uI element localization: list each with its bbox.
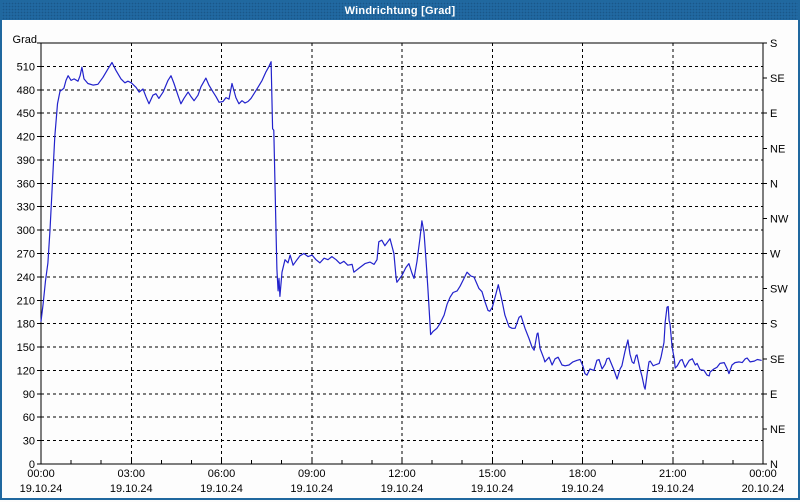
x-axis-date-label: 19.10.24	[110, 483, 153, 495]
x-axis-time-label: 15:00	[478, 468, 506, 480]
wind-direction-line	[40, 61, 762, 390]
compass-tick-label: SW	[770, 284, 788, 296]
y-axis-tick-label: 210	[17, 295, 35, 307]
title-bar: Windrichtung [Grad]	[2, 2, 798, 20]
wind-direction-chart: 0 30 60 90 120 150 180 210 240 270 300 330 360 390 420…	[17, 38, 789, 495]
compass-tick-label: E	[770, 108, 777, 120]
y-axis-tick-label: 150	[17, 342, 35, 354]
y-axis-tick-label: 330	[17, 202, 35, 214]
y-axis-tick-label: 120	[17, 365, 35, 377]
y-axis-tick-label: 420	[17, 132, 35, 144]
y-axis-tick-label: 60	[23, 412, 35, 424]
y-axis-tick-label: 390	[17, 155, 35, 167]
y-axis-tick-label: 360	[17, 178, 35, 190]
x-axis-date-label: 19.10.24	[200, 483, 243, 495]
y-axis-tick-label: 30	[23, 436, 35, 448]
x-axis-time-label: 09:00	[298, 468, 326, 480]
x-axis-date-label: 19.10.24	[20, 483, 63, 495]
y-axis-tick-label: 510	[17, 61, 35, 73]
y-axis-tick-label: 480	[17, 85, 35, 97]
compass-tick-label: NE	[770, 143, 785, 155]
x-axis-time-label: 00:00	[749, 468, 777, 480]
y-axis-tick-label: 90	[23, 389, 35, 401]
y-axis-tick-label: 450	[17, 108, 35, 120]
x-axis-date-label: 19.10.24	[290, 483, 333, 495]
y-axis-tick-label: 0	[29, 459, 35, 471]
y-axis-unit-label: Grad	[12, 34, 37, 46]
compass-tick-label: SE	[770, 354, 785, 366]
compass-tick-label: SE	[770, 73, 785, 85]
x-axis-time-label: 12:00	[388, 468, 416, 480]
y-axis-tick-label: 240	[17, 272, 35, 284]
y-axis-tick-label: 300	[17, 225, 35, 237]
x-axis-date-label: 19.10.24	[651, 483, 694, 495]
x-axis-date-label: 19.10.24	[471, 483, 514, 495]
compass-tick-label: S	[770, 319, 777, 331]
x-axis-date-label: 20.10.24	[742, 483, 785, 495]
compass-tick-label: NE	[770, 424, 785, 436]
chart-area: Grad 0 30 60 90 120 150 180 210 240 270 300 330 360 3…	[2, 20, 800, 502]
compass-tick-label: N	[770, 459, 778, 471]
window-title: Windrichtung [Grad]	[344, 5, 456, 17]
compass-tick-label: S	[770, 38, 777, 50]
x-axis-time-label: 21:00	[659, 468, 687, 480]
y-axis-tick-label: 180	[17, 319, 35, 331]
compass-tick-label: NW	[770, 213, 789, 225]
compass-tick-label: W	[770, 249, 781, 261]
x-axis-time-label: 18:00	[569, 468, 597, 480]
x-axis-time-label: 00:00	[27, 468, 55, 480]
x-axis-date-label: 19.10.24	[561, 483, 604, 495]
y-axis-tick-label: 270	[17, 249, 35, 261]
compass-tick-label: N	[770, 178, 778, 190]
x-axis-time-label: 06:00	[208, 468, 236, 480]
x-axis-date-label: 19.10.24	[381, 483, 424, 495]
plot-border	[40, 42, 764, 465]
compass-tick-label: E	[770, 389, 777, 401]
x-axis-time-label: 03:00	[117, 468, 145, 480]
